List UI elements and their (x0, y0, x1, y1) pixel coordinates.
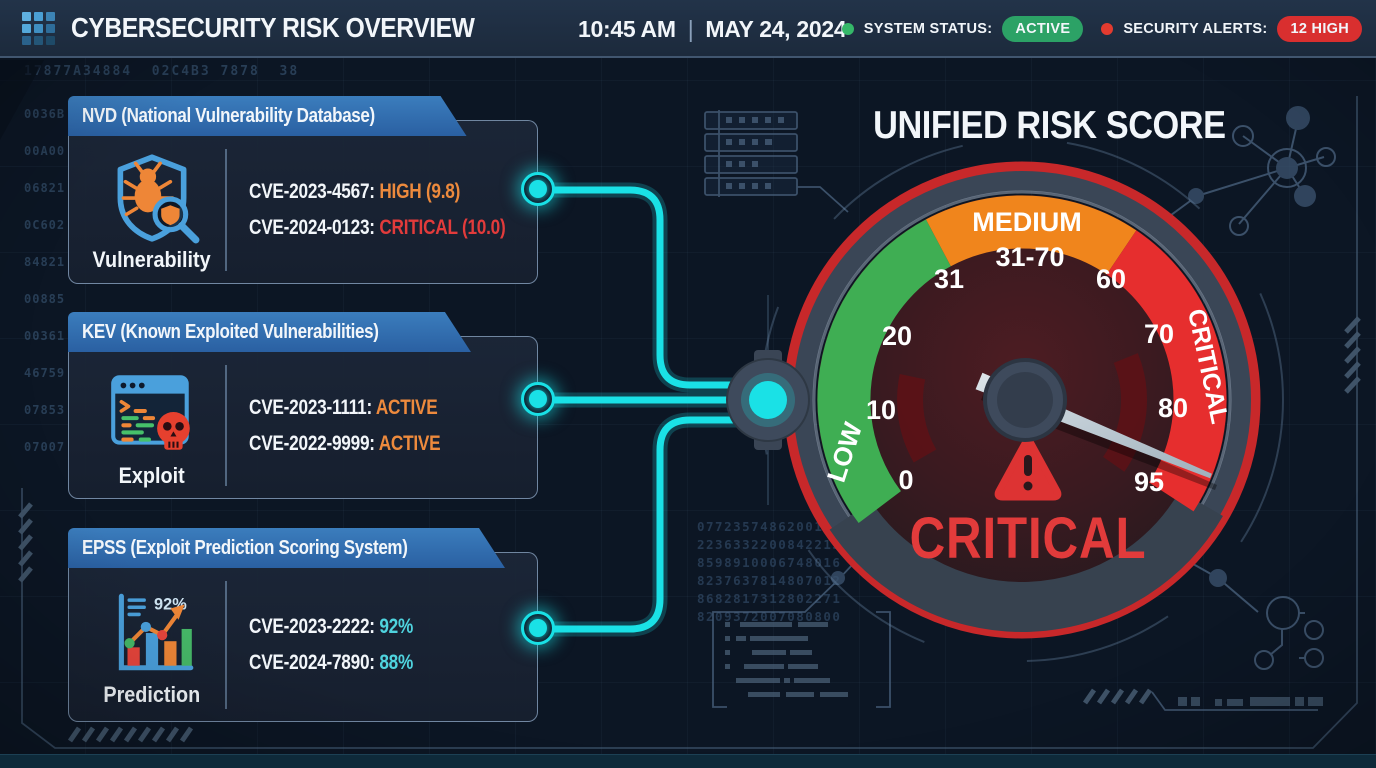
cve-id: CVE-2024-7890: (249, 651, 375, 674)
terminal-skull-icon (111, 374, 190, 450)
connector-glow (540, 182, 742, 637)
cve-entry: CVE-2023-1111: ACTIVE (249, 396, 440, 420)
gauge-face (817, 195, 1227, 605)
header-status-area: SYSTEM STATUS: ACTIVE SECURITY ALERTS: 1… (841, 0, 1362, 58)
svg-text:95: 95 (1134, 467, 1164, 497)
cve-entry: CVE-2023-2222: 92% (249, 615, 413, 639)
nvd-icon-label: Vulnerability (92, 247, 212, 272)
header-datetime: 10:45 AM | MAY 24, 2024 (578, 0, 847, 58)
datetime-separator: | (687, 15, 694, 42)
cve-probability: 92% (379, 615, 414, 638)
cve-entry: CVE-2022-9999: ACTIVE (249, 431, 441, 456)
svg-text:0: 0 (898, 465, 913, 495)
nvd-panel-body: Vulnerability CVE-2023-4567: HIGH (9.8) … (68, 120, 538, 284)
cve-id: CVE-2022-9999: (249, 431, 375, 455)
kev-icon-label: Exploit (118, 462, 186, 488)
date-value: MAY 24, 2024 (705, 15, 847, 42)
cve-entry: CVE-2023-4567: HIGH (9.8) (249, 180, 477, 204)
gauge-label-low: LOW (821, 418, 868, 485)
svg-text:80: 80 (1158, 393, 1188, 423)
epss-connector-node (521, 611, 555, 645)
kev-connector-node (521, 382, 555, 416)
gauge-zone-critical (1106, 230, 1227, 512)
svg-text:70: 70 (1144, 319, 1174, 349)
kev-panel[interactable]: KEV (Known Exploited Vulnerabilities) (68, 312, 555, 499)
warning-triangle-icon (994, 434, 1062, 501)
hex-code-block: 0772357486200103 2236332200842213 859891… (697, 519, 842, 624)
nvd-panel-title: NVD (National Vulnerability Database) (82, 104, 375, 127)
epss-panel-body: 92% Prediction CVE-2023-2222: 92% CVE-20… (68, 552, 538, 722)
risk-gauge: LOW MEDIUM CRITICAL 31-70 0 10 20 31 60 … (760, 138, 1284, 662)
gauge-title: UNIFIED RISK SCORE (873, 104, 1226, 147)
cve-probability: 88% (379, 651, 414, 674)
gauge-needle (975, 358, 1217, 490)
connector-lines (536, 186, 746, 633)
panel-divider (225, 581, 227, 709)
gauge-label-medium: MEDIUM (972, 207, 1082, 237)
epss-icon-value: 92% (154, 596, 187, 614)
alert-red-dot-icon (1101, 23, 1114, 35)
cve-severity: HIGH (9.8) (379, 180, 460, 203)
cve-id: CVE-2023-1111: (249, 395, 372, 419)
circuit-cluster-icon (1185, 559, 1324, 670)
gauge-ticks: 0 10 20 31 60 70 80 95 (866, 264, 1188, 497)
kev-panel-header: KEV (Known Exploited Vulnerabilities) (68, 312, 471, 352)
gauge-medium-range: 31-70 (995, 242, 1064, 272)
redacted-rects (1178, 697, 1323, 706)
svg-text:60: 60 (1096, 264, 1126, 294)
needle-hub (983, 358, 1067, 442)
security-alerts-label: SECURITY ALERTS: (1123, 21, 1268, 37)
kev-panel-title: KEV (Known Exploited Vulnerabilities) (82, 320, 379, 343)
connector-epss (536, 416, 746, 633)
page-title: CYBERSECURITY RISK OVERVIEW (71, 12, 475, 43)
junction-hub (726, 350, 810, 450)
epss-icon-label: Prediction (103, 682, 201, 707)
gauge-zone-low (817, 219, 952, 524)
gauge-label-critical: CRITICAL (1182, 306, 1234, 426)
gauge-zone-medium (925, 195, 1137, 275)
security-alerts-badge[interactable]: 12 HIGH (1277, 16, 1362, 42)
cve-status: ACTIVE (378, 431, 441, 455)
shield-bug-magnifier-icon (117, 154, 200, 244)
system-status-label: SYSTEM STATUS: (863, 21, 993, 37)
cve-id: CVE-2024-0123: (248, 216, 375, 239)
nvd-panel-header: NVD (National Vulnerability Database) (68, 96, 467, 136)
time-value: 10:45 AM (578, 15, 676, 42)
gauge-outer-ring (793, 171, 1251, 629)
nvd-connector-node (521, 172, 555, 206)
cve-severity: CRITICAL (10.0) (379, 216, 506, 239)
cve-id: CVE-2023-4567: (248, 180, 375, 203)
panel-divider (225, 365, 227, 486)
epss-panel-title: EPSS (Exploit Prediction Scoring System) (82, 536, 408, 559)
gauge-status-text: CRITICAL (910, 506, 1147, 571)
hex-code-column: 0036B 00A00 06821 0C602 84821 00885 0036… (24, 107, 66, 454)
nvd-panel[interactable]: NVD (National Vulnerability Database) Vu… (68, 96, 555, 284)
panel-divider (225, 149, 227, 271)
prediction-chart-icon: 92% (118, 593, 194, 671)
svg-text:20: 20 (882, 321, 912, 351)
epss-panel[interactable]: EPSS (Exploit Prediction Scoring System)… (68, 528, 555, 722)
hex-code-row: 17877A34884 02C4B3 7878 38 (24, 64, 300, 79)
code-block-icon (712, 547, 891, 708)
connector-nvd (536, 186, 746, 389)
svg-text:31: 31 (934, 264, 964, 294)
top-header-bar: CYBERSECURITY RISK OVERVIEW 10:45 AM | M… (0, 0, 1376, 58)
cve-entry: CVE-2024-0123: CRITICAL (10.0) (248, 216, 506, 240)
epss-panel-header: EPSS (Exploit Prediction Scoring System) (68, 528, 505, 568)
kev-panel-body: Exploit CVE-2023-1111: ACTIVE CVE-2022-9… (68, 336, 538, 499)
cve-entry: CVE-2024-7890: 88% (249, 651, 413, 675)
svg-text:10: 10 (866, 395, 896, 425)
cve-status: ACTIVE (375, 395, 438, 419)
bottom-strip (0, 754, 1376, 768)
server-rack-icon (704, 110, 849, 213)
status-green-dot-icon (841, 23, 854, 35)
app-grid-icon (22, 11, 55, 45)
cve-id: CVE-2023-2222: (249, 615, 375, 638)
gauge-red-rim (783, 161, 1261, 639)
system-status-badge[interactable]: ACTIVE (1002, 16, 1084, 42)
